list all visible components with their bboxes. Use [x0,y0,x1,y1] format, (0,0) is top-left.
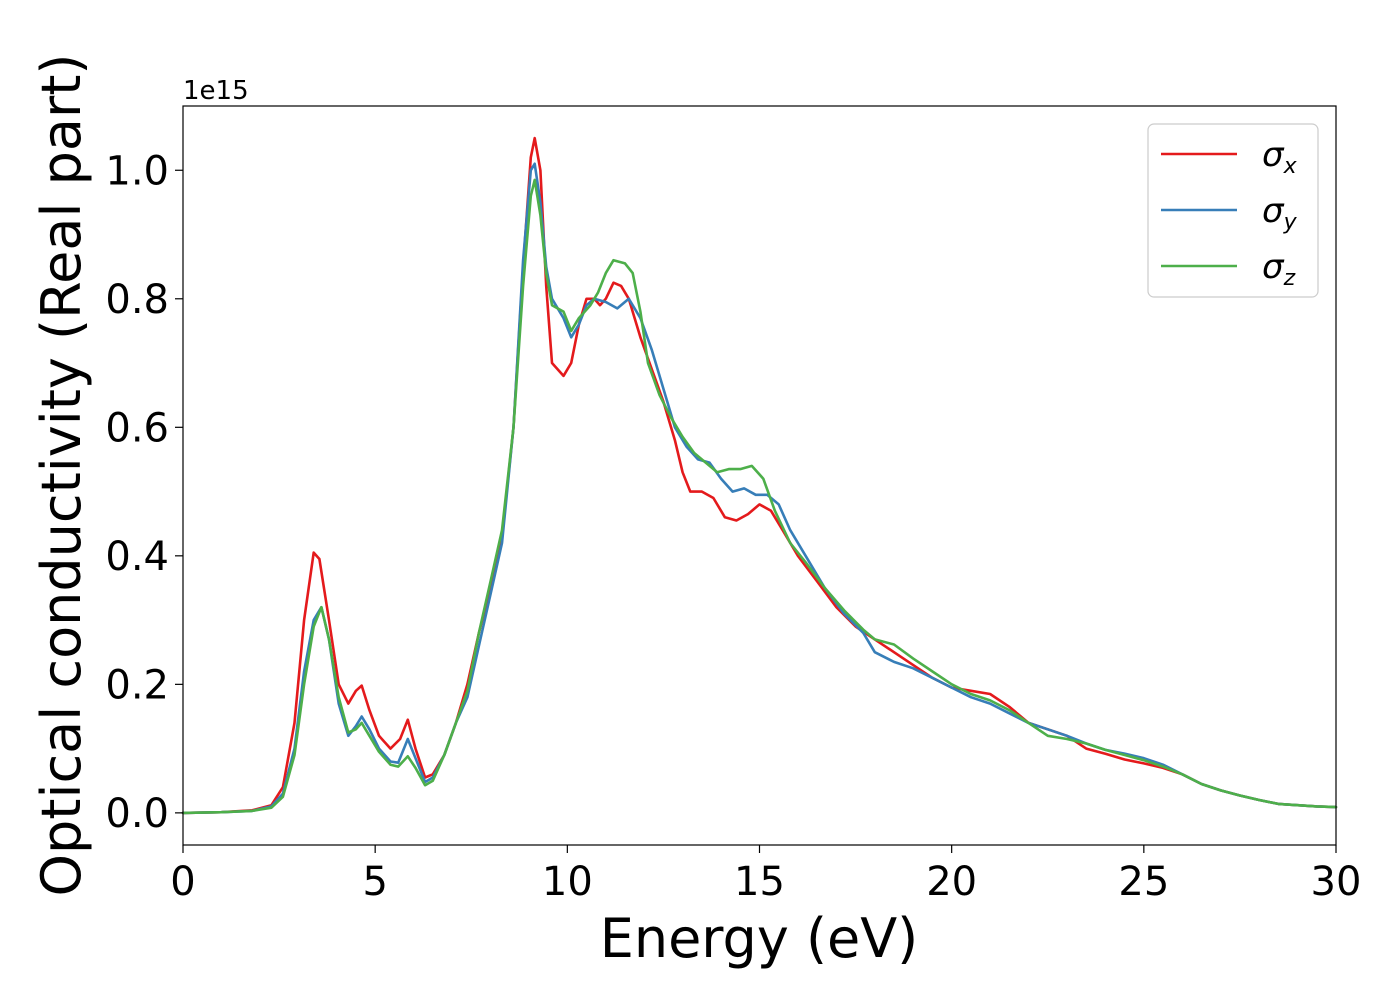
x-tick-label: 20 [926,859,977,905]
x-axis-label: Energy (eV) [600,907,919,970]
y-axis-label: Optical conductivity (Real part) [30,54,93,897]
x-tick-label: 15 [734,859,785,905]
x-tick-label: 5 [362,859,387,905]
x-axis: 0 5 10 15 20 25 30 [170,845,1361,905]
x-tick-label: 10 [542,859,593,905]
y-tick-label: 0.4 [105,534,169,580]
y-axis: 0.0 0.2 0.4 0.6 0.8 1.0 [105,148,183,837]
y-offset-label: 1e15 [183,76,249,106]
x-tick-label: 0 [170,859,195,905]
series-lines [181,136,1338,815]
y-tick-label: 0.8 [105,277,169,323]
y-tick-label: 1.0 [105,148,169,194]
series-line-y [181,162,1338,815]
legend-label-x: σx [1262,135,1298,179]
x-tick-label: 30 [1311,859,1362,905]
series-line-z [181,178,1338,815]
legend: σx σy σz [1147,123,1319,298]
y-tick-label: 0.0 [105,791,169,837]
y-tick-label: 0.2 [105,662,169,708]
x-tick-label: 25 [1118,859,1169,905]
legend-label-z: σz [1262,247,1296,291]
y-tick-label: 0.6 [105,405,169,451]
legend-label-y: σy [1262,191,1298,235]
